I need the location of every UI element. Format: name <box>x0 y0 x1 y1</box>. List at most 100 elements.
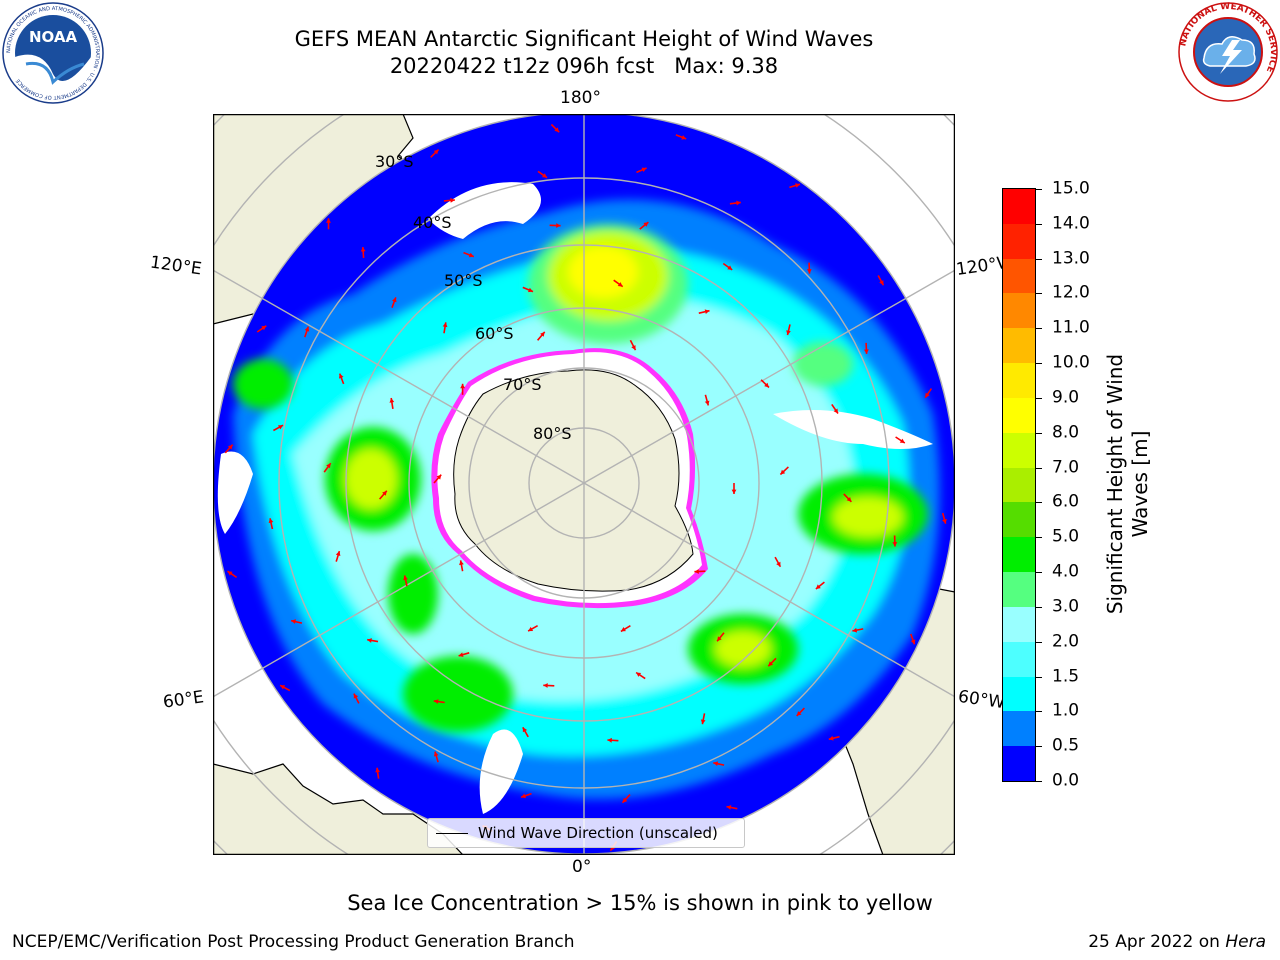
colorbar <box>1002 188 1036 782</box>
colorbar-title-line1: Significant Height of Wind <box>1103 353 1127 615</box>
wave-arrow-head <box>910 639 916 645</box>
colorbar-segment <box>1003 711 1035 747</box>
nws-logo: NATIONAL WEATHER SERVICE <box>1178 2 1278 102</box>
colorbar-tick-label: 15.0 <box>1052 178 1090 199</box>
colorbar-tick-label: 13.0 <box>1052 248 1090 269</box>
wave-direction-arrows <box>224 123 947 852</box>
wave-arrow-head <box>433 699 439 704</box>
colorbar-tick-label: 1.0 <box>1052 700 1080 721</box>
lon-label-60w: 60°W <box>956 686 1007 714</box>
wave-arrow-head <box>713 761 719 766</box>
colorbar-tick <box>1036 397 1042 399</box>
colorbar-segment <box>1003 502 1035 538</box>
wave-arrow-head <box>326 218 331 223</box>
wave-arrow-head <box>521 793 526 799</box>
wave-arrow-head <box>641 167 647 172</box>
colorbar-tick <box>1036 432 1042 434</box>
colorbar-tick <box>1036 676 1042 678</box>
lon-label-120e: 120°E <box>148 252 203 280</box>
wave-arrow-head <box>681 135 687 140</box>
colorbar-segment <box>1003 258 1035 294</box>
wave-arrow-head <box>636 672 642 677</box>
wave-arrow-head <box>899 438 905 443</box>
wave-arrow-head <box>360 247 366 252</box>
wave-arrow-head <box>717 636 722 642</box>
wave-arrow-head <box>776 561 781 567</box>
wave-arrow-head <box>304 326 310 332</box>
legend-label: Wind Wave Direction (unscaled) <box>478 824 718 842</box>
colorbar-segment <box>1003 223 1035 259</box>
lat-label-60s: 60°S <box>475 324 514 343</box>
colorbar-tick <box>1036 711 1042 713</box>
wave-arrow-head <box>382 490 387 496</box>
wave-arrow-head <box>643 222 649 227</box>
wave-arrow-head <box>459 560 464 566</box>
wave-arrow-head <box>392 297 397 303</box>
wave-arrow-head <box>335 551 341 556</box>
colorbar-segment <box>1003 676 1035 712</box>
colorbar-tick <box>1036 293 1042 295</box>
chart-title: GEFS MEAN Antarctic Significant Height o… <box>214 26 954 80</box>
lat-label-50s: 50°S <box>444 271 483 290</box>
colorbar-tick-label: 6.0 <box>1052 491 1080 512</box>
title-line1: GEFS MEAN Antarctic Significant Height o… <box>294 27 874 51</box>
map-panel <box>212 113 956 856</box>
footer-date-text: 25 Apr 2022 on <box>1088 932 1220 952</box>
antarctica <box>453 369 694 592</box>
colorbar-tick-label: 11.0 <box>1052 317 1090 338</box>
wave-arrow-head <box>556 223 561 228</box>
sea-ice-note: Sea Ice Concentration > 15% is shown in … <box>347 891 933 915</box>
colorbar-tick <box>1036 189 1042 190</box>
wave-arrow-head <box>864 349 869 354</box>
lat-label-30s: 30°S <box>375 152 414 171</box>
wave-arrow-head <box>700 719 706 725</box>
wave-arrow-head <box>780 469 786 475</box>
colorbar-tick <box>1036 746 1042 748</box>
legend-line-swatch <box>436 832 468 834</box>
colorbar-tick-label: 14.0 <box>1052 213 1090 234</box>
wave-arrow-head <box>764 382 769 388</box>
wave-arrow-head <box>925 392 930 398</box>
wave-arrow-head <box>522 727 528 733</box>
wave-arrow-head <box>433 751 439 757</box>
wave-arrow-head <box>278 425 283 430</box>
lat-label-40s: 40°S <box>413 213 452 232</box>
wave-arrow-head <box>846 497 852 502</box>
wave-arrow-head <box>726 805 732 810</box>
wave-arrow-head <box>268 518 274 524</box>
wave-arrow-head <box>433 149 439 155</box>
colorbar-segment <box>1003 572 1035 607</box>
colorbar-tick-label: 12.0 <box>1052 282 1090 303</box>
wave-arrow-head <box>852 627 858 633</box>
colorbar-tick-label: 10.0 <box>1052 352 1090 373</box>
colorbar-segment <box>1003 432 1035 468</box>
wave-arrow-head <box>731 489 737 494</box>
wave-arrow-head <box>458 652 464 657</box>
wave-arrow-head <box>450 197 455 203</box>
lon-label-180: 180° <box>560 88 601 108</box>
colorbar-segment <box>1003 397 1035 433</box>
wave-arrow-head <box>326 463 331 469</box>
wave-arrow-head <box>528 626 534 632</box>
wave-arrow-head <box>468 252 474 258</box>
wave-arrow-head <box>704 309 710 314</box>
colorbar-tick <box>1036 572 1042 574</box>
colorbar-tick-label: 1.5 <box>1052 666 1080 687</box>
title-line2: 20220422 t12z 096h fcst Max: 9.38 <box>389 54 779 78</box>
wave-arrow-head <box>375 767 380 773</box>
wave-arrow-head <box>795 183 800 188</box>
footer-machine: Hera <box>1225 932 1266 952</box>
noaa-logo-text: NOAA <box>29 28 78 46</box>
wave-arrow-head <box>227 444 233 450</box>
colorbar-tick-label: 3.0 <box>1052 596 1080 617</box>
wave-arrow-head <box>828 735 834 741</box>
wave-arrow-head <box>942 518 947 524</box>
colorbar-segment <box>1003 746 1035 781</box>
colorbar-segment <box>1003 293 1035 329</box>
wave-arrow-head <box>353 693 359 699</box>
wave-arrow-head <box>694 569 699 574</box>
colorbar-tick <box>1036 502 1042 504</box>
wave-arrow-head <box>403 575 408 581</box>
wave-arrow-head <box>786 330 791 336</box>
colorbar-tick <box>1036 223 1042 225</box>
